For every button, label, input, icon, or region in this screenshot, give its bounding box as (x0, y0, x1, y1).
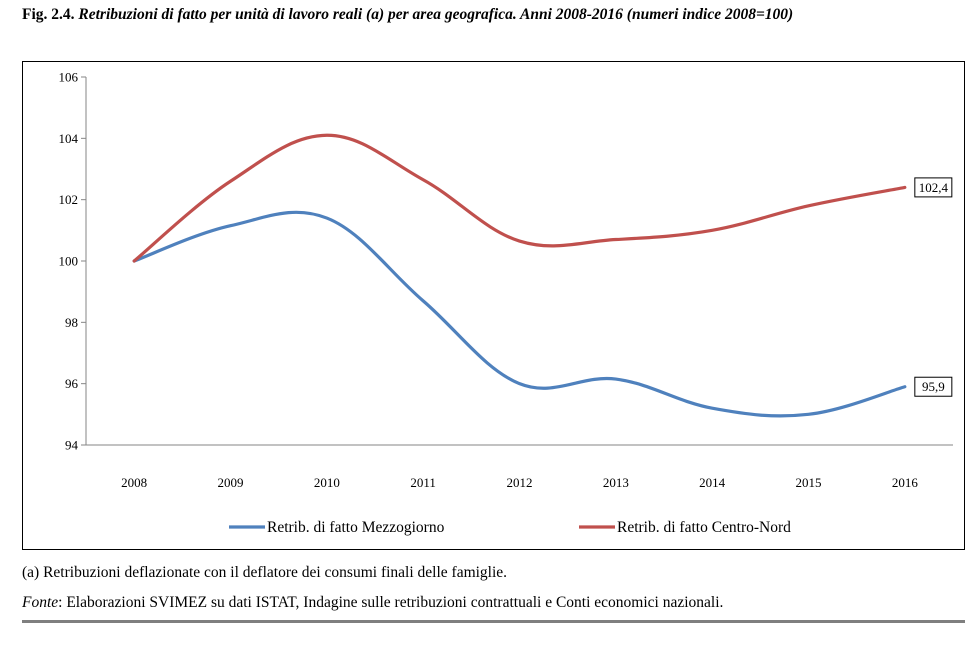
x-tick-label: 2014 (699, 475, 726, 490)
x-tick-label: 2012 (507, 475, 533, 490)
data-point-mezzogiorno (518, 382, 522, 386)
y-tick-label: 98 (65, 315, 78, 330)
y-tick-label: 102 (59, 192, 79, 207)
data-point-mezzogiorno (325, 216, 329, 220)
x-tick-label: 2008 (121, 475, 147, 490)
y-tick-label: 96 (65, 376, 79, 391)
end-label-mezzogiorno: 95,9 (922, 379, 945, 394)
y-tick-label: 106 (59, 70, 79, 85)
data-point-mezzogiorno (710, 406, 714, 410)
source-text: : Elaborazioni SVIMEZ su dati ISTAT, Ind… (58, 594, 724, 611)
series-line-centro-nord (132, 133, 907, 263)
legend-label-mezzogiorno: Retrib. di fatto Mezzogiorno (267, 519, 445, 536)
data-point-centro-nord (903, 185, 907, 189)
figure-title: Retribuzioni di fatto per unità di lavor… (78, 6, 794, 23)
data-point-centro-nord (132, 259, 136, 263)
data-point-centro-nord (614, 238, 618, 242)
x-tick-label: 2010 (314, 475, 340, 490)
x-tick-label: 2013 (603, 475, 629, 490)
legend-label-centro-nord: Retrib. di fatto Centro-Nord (617, 519, 791, 536)
source-line: Fonte: Elaborazioni SVIMEZ su dati ISTAT… (22, 594, 723, 612)
y-tick-label: 94 (65, 438, 79, 453)
data-point-mezzogiorno (614, 377, 618, 381)
source-label: Fonte (22, 594, 59, 611)
chart-frame: 94 96 98 100 102 104 106 2008 2009 2010 2011 2012 20… (22, 61, 965, 550)
x-tick-label: 2015 (796, 475, 822, 490)
data-point-centro-nord (229, 179, 233, 183)
figure-number: Fig. 2.4. (22, 6, 75, 23)
line-chart: 94 96 98 100 102 104 106 2008 2009 2010 2011 2012 20… (59, 70, 953, 536)
x-tick-label: 2009 (218, 475, 244, 490)
data-point-mezzogiorno (903, 385, 907, 389)
end-label-box-centro-nord (914, 177, 953, 198)
end-label-box-mezzogiorno (914, 376, 953, 397)
data-point-centro-nord (518, 239, 522, 243)
x-tick-label: 2016 (892, 475, 919, 490)
series-line-mezzogiorno (132, 210, 907, 418)
x-tick-label: 2011 (410, 475, 436, 490)
bottom-rule (22, 620, 965, 623)
y-tick-label: 104 (59, 131, 79, 146)
y-tick-label: 100 (59, 254, 79, 269)
data-point-centro-nord (710, 228, 714, 232)
data-point-centro-nord (325, 133, 329, 137)
data-point-mezzogiorno (421, 299, 425, 303)
data-point-mezzogiorno (229, 224, 233, 228)
end-label-centro-nord: 102,4 (919, 180, 949, 195)
figure-caption: Fig. 2.4. Retribuzioni di fatto per unit… (22, 6, 962, 24)
data-point-mezzogiorno (807, 412, 811, 416)
data-point-centro-nord (421, 178, 425, 182)
footnote: (a) Retribuzioni deflazionate con il def… (22, 564, 508, 581)
data-point-centro-nord (807, 204, 811, 208)
